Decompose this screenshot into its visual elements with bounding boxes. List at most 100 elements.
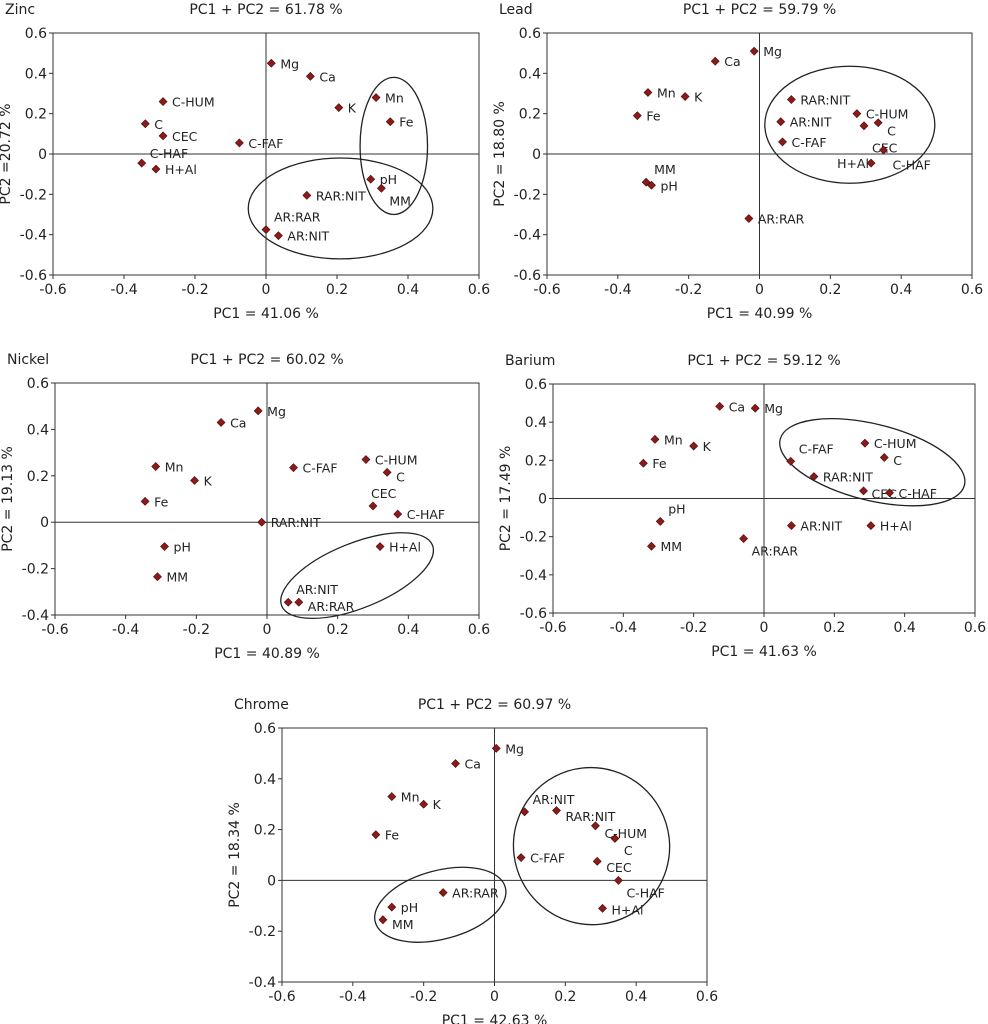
data-point-mg <box>491 743 501 753</box>
y-tick-label: 0 <box>38 147 47 163</box>
point-label: Mn <box>401 790 420 805</box>
data-point-c <box>382 467 392 477</box>
data-point-ph <box>160 542 169 551</box>
point-label: RAR:NIT <box>271 515 321 530</box>
point-label: C <box>154 117 163 132</box>
y-tick-label: 0.2 <box>254 823 276 839</box>
group-ellipse <box>764 65 936 184</box>
data-point-c-haf <box>137 158 147 168</box>
point-label: RAR:NIT <box>316 188 366 203</box>
point-label: C-HAF <box>150 146 188 161</box>
point-label: MM <box>660 539 682 554</box>
data-point-cec <box>859 121 869 131</box>
point-label: Ca <box>319 69 335 84</box>
data-point-mn <box>387 792 397 802</box>
point-label: Mn <box>385 91 404 106</box>
x-tick-label: 0.4 <box>625 989 647 1005</box>
y-tick-label: 0.6 <box>525 377 547 393</box>
chart-title: PC1 + PC2 = 59.12 % <box>687 353 840 369</box>
point-label: H+Al <box>165 162 197 177</box>
x-tick-label: -0.6 <box>268 989 295 1005</box>
x-tick-label: -0.6 <box>39 282 66 298</box>
data-point-k <box>680 92 690 101</box>
data-point-h-al <box>866 521 876 531</box>
group-ellipse <box>247 157 434 260</box>
point-label: C-FAF <box>799 441 834 456</box>
y-tick-label: -0.6 <box>514 268 541 284</box>
point-label: H+Al <box>880 519 912 534</box>
point-label: AR:RAR <box>308 599 355 614</box>
data-point-ar-rar <box>438 888 448 898</box>
point-label: C-HUM <box>866 107 909 122</box>
point-label: Ca <box>465 757 481 772</box>
data-point-c-haf <box>879 145 888 155</box>
data-point-fe <box>385 117 395 127</box>
point-label: Fe <box>646 109 661 124</box>
point-label: AR:RAR <box>452 886 499 901</box>
point-label: pH <box>380 172 397 187</box>
point-label: CEC <box>606 860 632 875</box>
data-point-ar-nit <box>787 521 796 531</box>
x-tick-label: 0.2 <box>823 620 845 636</box>
y-tick-label: 0.4 <box>519 66 541 82</box>
data-point-c-faf <box>289 463 298 473</box>
x-tick-label: 0.4 <box>890 282 912 298</box>
y-tick-label: 0.2 <box>525 453 547 469</box>
data-point-cec <box>859 486 868 496</box>
point-label: C-FAF <box>248 136 283 151</box>
point-label: RAR:NIT <box>823 470 873 485</box>
panel-name: Chrome <box>234 697 289 713</box>
data-point-k <box>190 476 199 485</box>
y-axis-label: PC2 = 18.80 % <box>492 101 508 207</box>
x-axis-label: PC1 = 40.89 % <box>214 646 320 662</box>
x-tick-label: 0.6 <box>961 282 983 298</box>
point-label: C <box>893 453 902 468</box>
point-label: MM <box>654 162 676 177</box>
data-point-c-haf <box>885 488 894 498</box>
y-tick-label: -0.4 <box>20 228 47 244</box>
y-tick-label: -0.2 <box>514 187 541 203</box>
point-label: AR:NIT <box>800 519 842 534</box>
data-point-mg <box>750 403 760 413</box>
point-label: CEC <box>371 486 397 501</box>
data-point-h-al <box>866 158 876 168</box>
data-point-ar-rar <box>744 214 754 223</box>
x-tick-label: -0.2 <box>675 282 702 298</box>
point-label: C-HAF <box>626 885 664 900</box>
x-tick-label: -0.4 <box>610 620 637 636</box>
point-label: Ca <box>729 399 745 414</box>
y-tick-label: -0.2 <box>20 187 47 203</box>
data-point-c <box>610 834 620 843</box>
point-label: Mg <box>764 401 783 416</box>
point-label: Fe <box>399 115 414 130</box>
x-tick-label: 0 <box>263 622 272 638</box>
group-ellipse <box>374 866 507 943</box>
point-label: MM <box>392 917 414 932</box>
point-label: MM <box>389 193 411 208</box>
group-ellipse <box>280 532 435 620</box>
data-point-c-hum <box>158 97 168 106</box>
point-label: AR:NIT <box>533 792 575 807</box>
x-tick-label: 0.2 <box>819 282 841 298</box>
data-point-k <box>419 799 429 809</box>
panel-zinc: Zinc PC1 + PC2 = 61.78 % PC1 = 41.06 % PC2 … <box>0 2 490 322</box>
point-label: C <box>396 470 405 485</box>
chart-title: PC1 + PC2 = 61.78 % <box>189 2 342 18</box>
data-point-c-faf <box>234 138 244 148</box>
point-label: CEC <box>872 487 898 502</box>
y-axis-label: PC2 = 18.34 % <box>227 802 243 908</box>
point-label: Fe <box>385 828 400 843</box>
data-point-fe <box>371 830 381 840</box>
data-point-ar-rar <box>294 597 304 607</box>
data-point-fe <box>632 111 642 121</box>
y-tick-label: -0.2 <box>520 530 547 546</box>
x-tick-label: -0.4 <box>604 282 631 298</box>
x-tick-label: 0.2 <box>327 622 349 638</box>
x-tick-label: 0.4 <box>397 622 419 638</box>
point-label: Mn <box>664 432 683 447</box>
data-point-c-hum <box>860 438 870 448</box>
data-point-ar-nit <box>274 231 283 241</box>
x-tick-label: -0.2 <box>183 622 210 638</box>
data-point-mn <box>151 462 161 471</box>
